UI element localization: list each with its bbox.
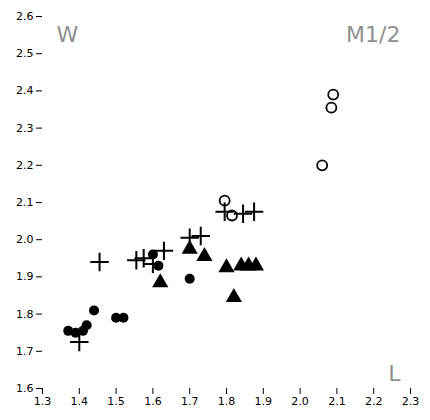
svg-text:2.4: 2.4 [16,84,34,97]
svg-text:2.0: 2.0 [291,395,309,408]
svg-text:1.6: 1.6 [16,382,34,395]
svg-text:L: L [388,361,401,386]
svg-text:2.1: 2.1 [16,196,34,209]
svg-text:2.2: 2.2 [16,159,34,172]
svg-text:1.6: 1.6 [144,395,162,408]
svg-text:2.1: 2.1 [328,395,346,408]
svg-text:1.8: 1.8 [16,308,34,321]
svg-text:1.9: 1.9 [255,395,273,408]
svg-text:1.9: 1.9 [16,270,34,283]
svg-text:2.0: 2.0 [16,233,34,246]
svg-text:2.6: 2.6 [16,10,34,23]
svg-text:1.8: 1.8 [218,395,236,408]
svg-text:2.3: 2.3 [402,395,420,408]
svg-text:1.7: 1.7 [181,395,199,408]
svg-text:1.7: 1.7 [16,345,34,358]
svg-text:M1/2: M1/2 [346,22,400,47]
svg-text:2.3: 2.3 [16,122,34,135]
svg-text:2.5: 2.5 [16,47,34,60]
svg-text:1.4: 1.4 [71,395,89,408]
svg-text:W: W [57,22,79,47]
svg-text:1.3: 1.3 [34,395,52,408]
svg-text:2.2: 2.2 [365,395,383,408]
svg-text:1.5: 1.5 [107,395,125,408]
